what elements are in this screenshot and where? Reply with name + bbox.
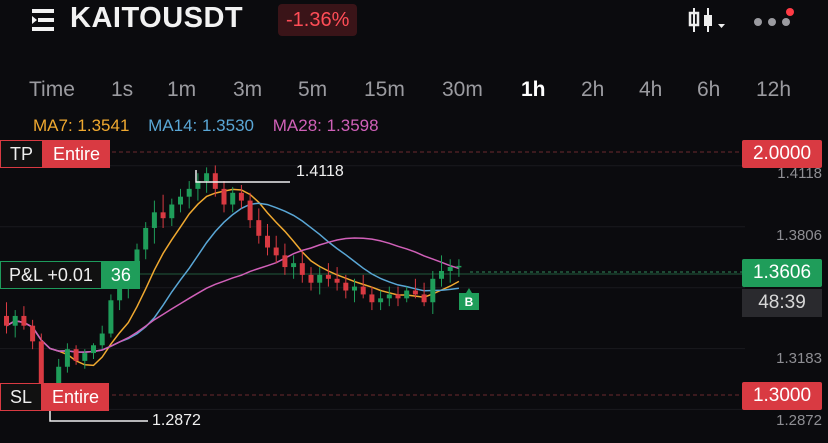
tab-time[interactable]: Time — [29, 78, 75, 101]
low-price-label: 1.2872 — [152, 412, 201, 429]
tp-price-box[interactable]: 2.0000 — [742, 140, 822, 168]
candle-body — [421, 294, 427, 303]
tab-6h[interactable]: 6h — [697, 78, 721, 101]
tab-3m[interactable]: 3m — [233, 78, 263, 101]
candle-body — [395, 294, 401, 299]
ma28-line — [6, 237, 460, 353]
tab-12h[interactable]: 12h — [756, 78, 792, 101]
symbol-title[interactable]: KAITOUSDT — [70, 2, 244, 34]
candle-body — [73, 349, 79, 361]
candle-body — [308, 274, 314, 283]
candle-body — [91, 345, 96, 354]
candle-body — [352, 286, 357, 291]
candle-body — [369, 294, 375, 303]
candle-body — [186, 188, 192, 197]
ma28-label: MA28: 1.3598 — [272, 116, 379, 135]
candle-body — [64, 349, 70, 367]
candle-body — [334, 278, 340, 283]
price-chart[interactable] — [0, 140, 828, 443]
sl-scope[interactable]: Entire — [42, 383, 110, 411]
sl-tag[interactable]: SL Entire — [0, 383, 110, 411]
candle-body — [282, 255, 288, 268]
ma7-label: MA7: 1.3541 — [33, 116, 130, 135]
tab-1m[interactable]: 1m — [167, 78, 197, 101]
ma14-label: MA14: 1.3530 — [148, 116, 254, 135]
candle-body — [178, 196, 183, 205]
candle-body — [56, 366, 62, 391]
position-tag[interactable]: P&L +0.01 36 — [0, 261, 140, 289]
timeframe-tabs: Time 1s 1m 3m 5m 15m 30m 1h 2h 4h 6h 12h — [0, 78, 828, 110]
sl-label: SL — [0, 383, 43, 411]
candle-body — [325, 274, 331, 279]
candle-body — [299, 263, 305, 275]
candle-body — [273, 247, 279, 256]
axis-tick-3: 1.3183 — [776, 350, 822, 367]
candle-body — [12, 315, 18, 326]
candle-body — [238, 192, 244, 201]
candle-body — [439, 270, 444, 279]
tab-5m[interactable]: 5m — [298, 78, 328, 101]
axis-tick-2: 1.3806 — [776, 227, 822, 244]
tab-4h[interactable]: 4h — [639, 78, 663, 101]
candle-body — [169, 204, 175, 219]
candle-body — [21, 315, 27, 326]
candlestick-settings-icon[interactable] — [688, 6, 726, 34]
candle-body — [38, 341, 44, 393]
pnl-label: P&L +0.01 — [0, 261, 102, 289]
candle-body — [230, 192, 236, 205]
candles — [4, 165, 462, 410]
moving-average-legend: MA7: 1.3541 MA14: 1.3530 MA28: 1.3598 — [33, 116, 393, 136]
candle-body — [221, 188, 227, 205]
candle-body — [204, 173, 210, 182]
header-bar: KAITOUSDT -1.36% — [0, 0, 828, 44]
tp-scope[interactable]: Entire — [43, 140, 111, 168]
buy-marker-label: B — [465, 295, 474, 309]
candle-body — [404, 290, 410, 299]
candle-body — [265, 235, 270, 248]
tab-15m[interactable]: 15m — [364, 78, 405, 101]
candle-body — [212, 173, 218, 189]
tp-tag[interactable]: TP Entire — [0, 140, 111, 168]
candle-body — [378, 298, 384, 303]
candle-body — [195, 181, 201, 189]
candle-body — [247, 200, 253, 221]
buy-marker[interactable]: B — [459, 288, 479, 310]
candle-body — [360, 286, 366, 295]
candle-body — [151, 212, 157, 228]
candle-body — [291, 263, 297, 268]
candle-body — [256, 220, 262, 236]
low-annotation-line — [49, 408, 148, 422]
candle-body — [99, 333, 105, 346]
axis-tick-4: 1.2872 — [776, 412, 822, 429]
tp-label: TP — [0, 140, 44, 168]
candle-body — [160, 212, 166, 219]
candle-body — [317, 274, 323, 283]
tab-1s[interactable]: 1s — [111, 78, 134, 101]
candle-body — [108, 300, 114, 334]
candle-body — [143, 227, 149, 250]
candle-body — [430, 278, 436, 303]
high-price-label: 1.4118 — [296, 163, 344, 180]
candle-body — [343, 282, 349, 291]
candle-body — [30, 325, 36, 342]
price-change-badge: -1.36% — [278, 4, 358, 36]
candle-body — [82, 353, 88, 361]
candle-body — [117, 286, 123, 301]
tab-1h[interactable]: 1h — [521, 78, 546, 101]
menu-icon[interactable] — [32, 7, 62, 33]
candle-body — [4, 315, 9, 326]
candle-body — [447, 267, 453, 271]
sl-price-box[interactable]: 1.3000 — [742, 382, 822, 410]
more-icon[interactable] — [752, 8, 798, 32]
candle-body — [412, 290, 418, 295]
tab-2h[interactable]: 2h — [581, 78, 605, 101]
tab-30m[interactable]: 30m — [442, 78, 483, 101]
candle-body — [386, 294, 392, 299]
axis-tick-1: 1.4118 — [777, 165, 822, 182]
candle-body — [456, 265, 462, 268]
candle-countdown: 48:39 — [742, 289, 822, 317]
high-annotation-line — [195, 170, 290, 183]
current-price-box: 1.3606 — [742, 259, 822, 287]
position-qty: 36 — [101, 261, 140, 289]
